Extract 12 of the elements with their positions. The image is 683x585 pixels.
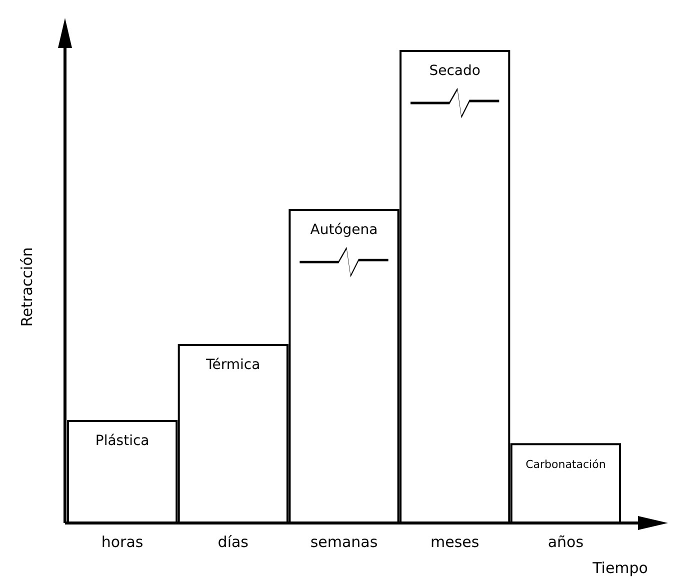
series-label: Carbonatación bbox=[526, 458, 606, 472]
x-axis-title: Tiempo bbox=[592, 559, 648, 577]
x-tick-label: meses bbox=[430, 533, 480, 551]
x-tick-label: horas bbox=[101, 533, 144, 551]
x-tick-label: años bbox=[548, 533, 584, 551]
series-label: Plástica bbox=[95, 433, 150, 450]
y-axis-title: Retracción bbox=[18, 247, 36, 327]
series-label: Térmica bbox=[205, 357, 260, 374]
series-label: Autógena bbox=[310, 222, 378, 238]
x-tick-label: días bbox=[218, 533, 249, 551]
x-tick-label: semanas bbox=[310, 533, 378, 551]
series-label: Secado bbox=[429, 63, 480, 79]
